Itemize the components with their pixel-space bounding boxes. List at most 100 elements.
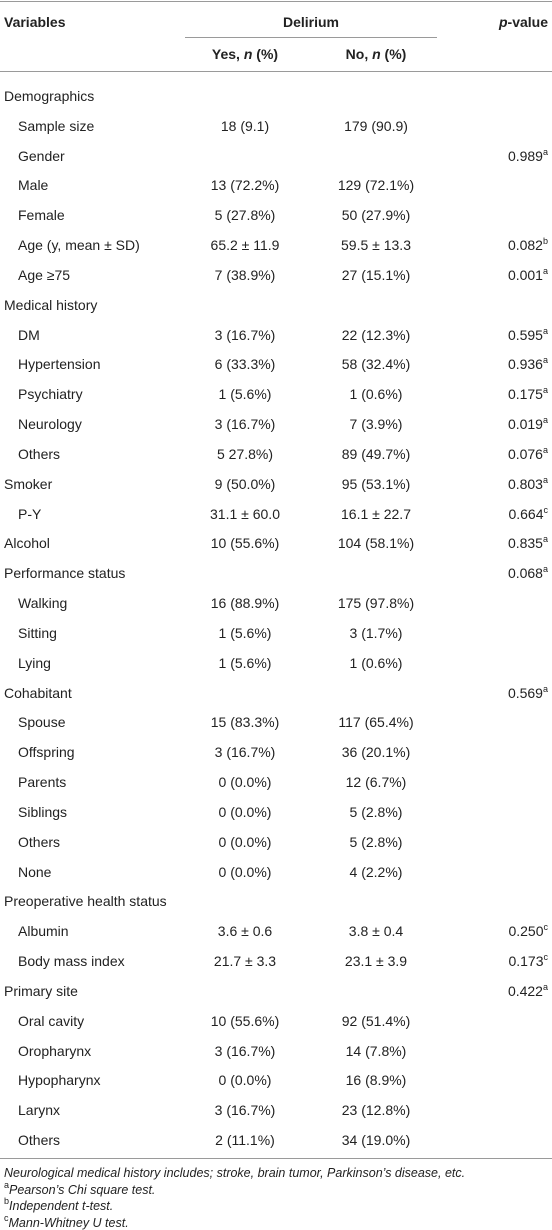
cell-pvalue: 0.989a bbox=[508, 146, 548, 164]
cell-yes: 0 (0.0%) bbox=[218, 833, 272, 850]
pvalue-note: c bbox=[543, 504, 549, 515]
cell-yes: 1 (5.6%) bbox=[218, 654, 272, 671]
cell-pvalue: 0.173c bbox=[508, 952, 549, 970]
cell-yes: 3 (16.7%) bbox=[214, 416, 276, 433]
cell-yes: 10 (55.6%) bbox=[210, 535, 280, 552]
cell-yes: 6 (33.3%) bbox=[214, 356, 276, 373]
row-label: Body mass index bbox=[18, 953, 125, 970]
cell-no: 14 (7.8%) bbox=[345, 1042, 407, 1059]
pvalue: 0.835 bbox=[507, 535, 543, 552]
footnote-mark: b bbox=[4, 1196, 10, 1206]
cell-no: 23 (12.8%) bbox=[341, 1102, 411, 1119]
row-label: Smoker bbox=[4, 475, 53, 492]
cell-no: 1 (0.6%) bbox=[349, 654, 403, 671]
row-label: Offspring bbox=[18, 744, 75, 761]
pvalue: 0.001 bbox=[507, 266, 543, 283]
pvalue-note: a bbox=[542, 564, 548, 575]
cell-no: 36 (20.1%) bbox=[341, 744, 411, 761]
cell-yes: 3 (16.7%) bbox=[214, 326, 276, 343]
row-label: Age (y, mean ± SD) bbox=[18, 237, 140, 254]
cell-pvalue: 0.068a bbox=[508, 564, 548, 582]
pvalue: 0.250 bbox=[508, 923, 544, 940]
row-label: Sample size bbox=[18, 117, 95, 134]
pvalue-note: a bbox=[542, 981, 548, 992]
cell-no: 4 (2.2%) bbox=[349, 863, 403, 880]
pvalue: 0.803 bbox=[507, 475, 543, 492]
cell-no: 175 (97.8%) bbox=[337, 595, 415, 612]
cell-pvalue: 0.569a bbox=[507, 684, 548, 701]
header-part: -value bbox=[507, 14, 548, 30]
row-label: Hypertension bbox=[18, 356, 101, 373]
cell-no: 22 (12.3%) bbox=[341, 326, 411, 343]
cell-no: 12 (6.7%) bbox=[345, 774, 407, 791]
cell-yes: 3 (16.7%) bbox=[214, 744, 276, 761]
cell-no: 16.1 ± 22.7 bbox=[341, 505, 411, 522]
cell-pvalue: 0.664c bbox=[508, 504, 549, 522]
row-label: Others bbox=[18, 445, 61, 462]
pvalue: 0.173 bbox=[508, 953, 544, 970]
cell-no: 3 (1.7%) bbox=[349, 624, 403, 641]
cell-no: 129 (72.1%) bbox=[337, 177, 415, 194]
row-label: Preoperative health status bbox=[4, 893, 167, 910]
footnote-text: Neurological medical history includes; s… bbox=[4, 1166, 466, 1180]
cell-no: 58 (32.4%) bbox=[341, 356, 411, 373]
pvalue-note: a bbox=[542, 325, 548, 336]
pvalue: 0.569 bbox=[507, 684, 543, 701]
cell-yes: 10 (55.6%) bbox=[210, 1012, 280, 1029]
header-part: (%) bbox=[252, 46, 279, 62]
cell-yes: 2 (11.1%) bbox=[215, 1132, 275, 1149]
pvalue: 0.595 bbox=[507, 326, 543, 343]
row-label: Gender bbox=[18, 147, 65, 164]
cell-no: 7 (3.9%) bbox=[349, 416, 403, 433]
cell-pvalue: 0.422a bbox=[507, 981, 548, 999]
footnote-mark: c bbox=[4, 1212, 9, 1223]
row-label: Oral cavity bbox=[18, 1012, 85, 1029]
header-part: p bbox=[498, 14, 508, 30]
pvalue-note: a bbox=[542, 265, 548, 276]
cell-pvalue: 0.936a bbox=[508, 355, 548, 373]
rule bbox=[185, 37, 437, 38]
cell-pvalue: 0.082b bbox=[508, 236, 548, 254]
pvalue-note: b bbox=[542, 236, 548, 247]
pvalue-note: c bbox=[543, 952, 549, 963]
pvalue-note: a bbox=[542, 385, 548, 396]
row-label: Performance status bbox=[4, 565, 126, 582]
cell-pvalue: 0.076a bbox=[508, 444, 548, 462]
header-no: No, n (%) bbox=[346, 46, 407, 62]
row-label: Others bbox=[18, 1132, 61, 1149]
cell-yes: 5 (27.8%) bbox=[214, 207, 276, 224]
pvalue-note: a bbox=[542, 415, 548, 426]
row-label: Female bbox=[18, 207, 65, 224]
rule bbox=[0, 1158, 552, 1159]
row-label: P-Y bbox=[18, 505, 42, 522]
cell-yes: 3 (16.7%) bbox=[214, 1042, 276, 1059]
cell-no: 50 (27.9%) bbox=[341, 207, 411, 224]
footnote: aPearson’s Chi square test. bbox=[4, 1180, 155, 1197]
cell-yes: 0 (0.0%) bbox=[218, 803, 272, 820]
cell-no: 117 (65.4%) bbox=[338, 714, 414, 731]
cell-pvalue: 0.175a bbox=[508, 385, 548, 403]
row-label: Spouse bbox=[18, 714, 66, 731]
cell-no: 16 (8.9%) bbox=[345, 1072, 407, 1089]
header-yes: Yes, n (%) bbox=[212, 46, 278, 62]
pvalue-note: a bbox=[542, 474, 548, 485]
cell-yes: 5 27.8%) bbox=[216, 445, 274, 462]
row-label: Medical history bbox=[4, 296, 98, 313]
cell-yes: 18 (9.1) bbox=[220, 117, 270, 134]
cell-pvalue: 0.250c bbox=[508, 923, 548, 940]
header-part: (%) bbox=[380, 46, 407, 62]
pvalue-note: a bbox=[542, 444, 548, 455]
pvalue-note: a bbox=[542, 355, 548, 366]
header-part: Yes, bbox=[211, 46, 244, 62]
header-variables: Variables bbox=[4, 14, 66, 30]
row-label: Lying bbox=[18, 654, 51, 671]
pvalue-note: a bbox=[542, 146, 548, 157]
cell-pvalue: 0.001a bbox=[507, 265, 548, 283]
cell-no: 5 (2.8%) bbox=[349, 833, 403, 850]
pvalue: 0.422 bbox=[507, 982, 543, 999]
cell-yes: 65.2 ± 11.9 bbox=[210, 237, 280, 254]
cell-no: 3.8 ± 0.4 bbox=[348, 923, 404, 940]
row-label: Male bbox=[18, 177, 49, 194]
cell-yes: 1 (5.6%) bbox=[218, 386, 272, 403]
row-label: Alcohol bbox=[4, 535, 50, 552]
